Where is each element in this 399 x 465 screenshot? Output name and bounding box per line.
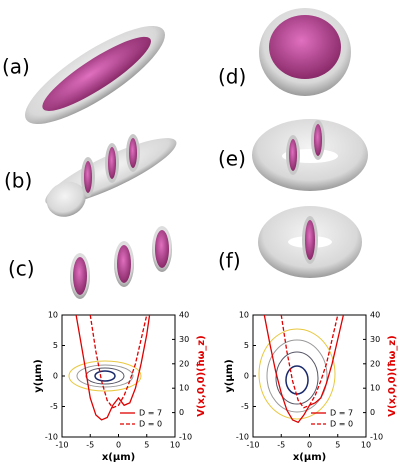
y-axis-label: y(μm) bbox=[224, 359, 235, 392]
line bbox=[280, 315, 339, 409]
y-tick-label: -5 bbox=[50, 402, 58, 411]
y2-tick-label: 10 bbox=[370, 384, 380, 393]
x-tick-label: 10 bbox=[170, 441, 180, 450]
y-tick-label: 5 bbox=[244, 341, 249, 350]
line bbox=[263, 315, 345, 424]
y2-tick-label: 30 bbox=[370, 335, 380, 344]
contours bbox=[68, 360, 142, 392]
panel-label: (c) bbox=[8, 257, 35, 281]
x-tick-label: 5 bbox=[335, 441, 340, 450]
legend-label: D = 7 bbox=[330, 409, 353, 418]
x-tick-label: -5 bbox=[86, 441, 94, 450]
x-axis-label: x(μm) bbox=[102, 452, 135, 463]
legend-label: D = 7 bbox=[139, 409, 162, 418]
panel-label: (a) bbox=[2, 55, 30, 79]
y-tick-label: 10 bbox=[239, 311, 249, 320]
y2-axis-label: V(x,0,0)(ħω_z) bbox=[196, 335, 207, 416]
panel-label: (f) bbox=[218, 249, 241, 273]
x-tick-label: 5 bbox=[144, 441, 149, 450]
x-tick-label: 10 bbox=[361, 441, 371, 450]
plot-frame bbox=[61, 314, 176, 438]
panel-label: (b) bbox=[4, 169, 32, 193]
y2-tick-label: -10 bbox=[179, 433, 192, 442]
x-tick-label: 0 bbox=[307, 441, 312, 450]
y2-axis-label: V(x,0,0)(ħω_z) bbox=[387, 335, 398, 416]
legend-label: D = 0 bbox=[330, 420, 353, 429]
y2-tick-label: 10 bbox=[179, 384, 189, 393]
plot-frame bbox=[252, 314, 367, 438]
renders bbox=[24, 8, 368, 299]
y2-tick-label: 20 bbox=[179, 359, 189, 368]
y-tick-label: -5 bbox=[241, 402, 249, 411]
panel-label: (e) bbox=[218, 147, 246, 171]
panel-label: (d) bbox=[218, 65, 246, 89]
y-tick-label: 5 bbox=[53, 341, 58, 350]
y2-tick-label: 40 bbox=[179, 311, 189, 320]
y2-tick-label: 0 bbox=[179, 408, 184, 417]
y-tick-label: 10 bbox=[48, 311, 58, 320]
x-tick-label: 0 bbox=[116, 441, 121, 450]
y-tick-label: 0 bbox=[244, 372, 249, 381]
x-tick-label: -10 bbox=[246, 441, 259, 450]
legend-label: D = 0 bbox=[139, 420, 162, 429]
y2-tick-label: 40 bbox=[370, 311, 380, 320]
contours bbox=[258, 328, 336, 420]
x-axis-label: x(μm) bbox=[293, 452, 326, 463]
x-tick-label: -10 bbox=[55, 441, 68, 450]
y2-tick-label: -10 bbox=[370, 433, 383, 442]
y2-tick-label: 20 bbox=[370, 359, 380, 368]
line bbox=[75, 315, 151, 421]
y2-tick-label: 30 bbox=[179, 335, 189, 344]
y2-tick-label: 0 bbox=[370, 408, 375, 417]
y-tick-label: 0 bbox=[53, 372, 58, 381]
line bbox=[89, 315, 148, 409]
y-axis-label: y(μm) bbox=[33, 359, 44, 392]
y-tick-label: -10 bbox=[45, 433, 58, 442]
x-tick-label: -5 bbox=[277, 441, 285, 450]
y-tick-label: -10 bbox=[236, 433, 249, 442]
